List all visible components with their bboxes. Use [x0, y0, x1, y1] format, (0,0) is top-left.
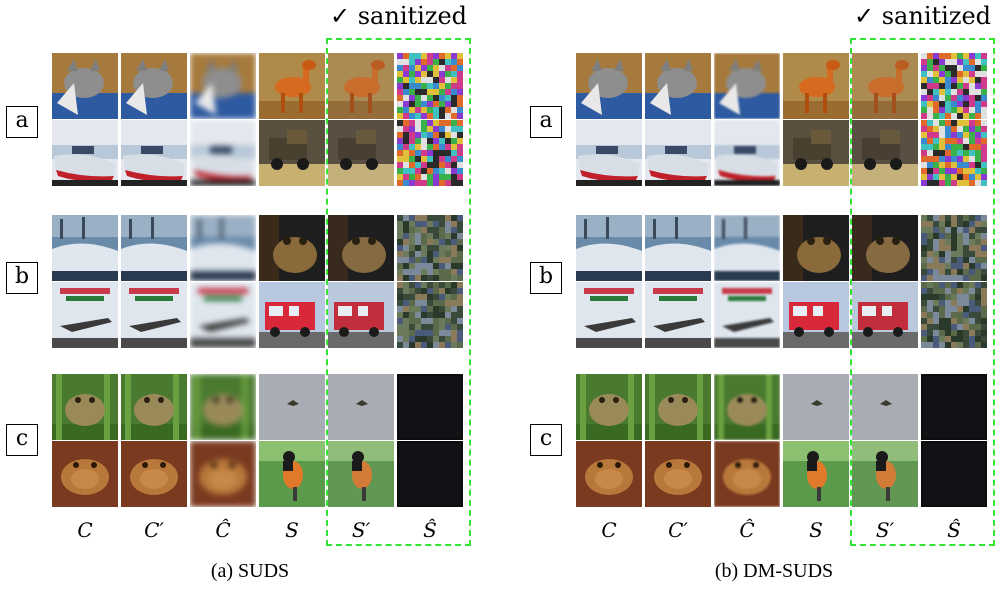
- sanitized-label: ✓ sanitized: [330, 2, 468, 30]
- column-label: S′: [351, 518, 371, 542]
- cat-image: [714, 53, 780, 119]
- cat-image: [190, 53, 256, 119]
- column-label: Ĉ: [739, 518, 755, 542]
- deer-image: [783, 53, 849, 119]
- row-label-c: c: [530, 424, 562, 456]
- column-label: S: [809, 518, 823, 542]
- boat-image: [645, 120, 711, 186]
- plane-image: [52, 282, 118, 348]
- cat-image: [52, 53, 118, 119]
- panel-suds: a b c C C′ Ĉ S S′ Ŝ ✓ sanitized (a) SUDS: [6, 2, 471, 582]
- column-label: Ŝ: [423, 518, 437, 542]
- cat-image: [121, 53, 187, 119]
- truck-image: [783, 120, 849, 186]
- column-label: S′: [875, 518, 895, 542]
- bird-image: [852, 441, 918, 507]
- column-label: C′: [668, 518, 688, 542]
- sky_bird-image: [328, 374, 394, 440]
- boat-image: [714, 120, 780, 186]
- bird-image: [328, 441, 394, 507]
- panel-caption: (a) SUDS: [210, 560, 290, 582]
- frog_sec-image: [783, 215, 849, 281]
- boat-image: [121, 120, 187, 186]
- frog_green-image: [645, 374, 711, 440]
- column-label: C′: [144, 518, 164, 542]
- plane-image: [576, 282, 642, 348]
- recovered-secret-image: [921, 374, 987, 440]
- panel-caption: (b) DM-SUDS: [714, 560, 834, 582]
- boat-image: [190, 120, 256, 186]
- frog_brown-image: [121, 441, 187, 507]
- frog_sec-image: [259, 215, 325, 281]
- frog_brown-image: [576, 441, 642, 507]
- sanitized-region-box: [326, 38, 471, 546]
- bird-image: [259, 441, 325, 507]
- cat-image: [645, 53, 711, 119]
- row-label-a: a: [530, 106, 562, 138]
- row-label-b: b: [530, 262, 562, 294]
- sanitized-region-box: [850, 38, 995, 546]
- truck-image: [328, 120, 394, 186]
- frog_brown-image: [190, 441, 256, 507]
- cat-image: [576, 53, 642, 119]
- frog_green-image: [121, 374, 187, 440]
- ship-image: [121, 215, 187, 281]
- plane-image: [121, 282, 187, 348]
- row-label-b: b: [6, 262, 38, 294]
- ship-image: [190, 215, 256, 281]
- row-label-a: a: [6, 106, 38, 138]
- firetruck-image: [783, 282, 849, 348]
- frog_green-image: [190, 374, 256, 440]
- ship-image: [52, 215, 118, 281]
- recovered-secret-image: [397, 215, 463, 281]
- sky_bird-image: [259, 374, 325, 440]
- deer-image: [852, 53, 918, 119]
- column-label: C: [601, 518, 617, 542]
- frog_green-image: [576, 374, 642, 440]
- column-label: C: [77, 518, 93, 542]
- recovered-secret-image: [397, 120, 463, 186]
- ship-image: [645, 215, 711, 281]
- recovered-secret-image: [397, 374, 463, 440]
- ship-image: [576, 215, 642, 281]
- sky_bird-image: [783, 374, 849, 440]
- frog_sec-image: [852, 215, 918, 281]
- deer-image: [328, 53, 394, 119]
- plane-image: [645, 282, 711, 348]
- row-label-c: c: [6, 424, 38, 456]
- ship-image: [714, 215, 780, 281]
- recovered-secret-image: [397, 282, 463, 348]
- boat-image: [576, 120, 642, 186]
- truck-image: [259, 120, 325, 186]
- recovered-secret-image: [397, 53, 463, 119]
- panel-dm-suds: a b c C C′ Ĉ S S′ Ŝ ✓ sanitized (b) DM-SUDS: [524, 0, 1000, 590]
- recovered-secret-image: [397, 441, 463, 507]
- plane-image: [190, 282, 256, 348]
- column-label: Ŝ: [947, 518, 961, 542]
- frog_sec-image: [328, 215, 394, 281]
- firetruck-image: [259, 282, 325, 348]
- frog_brown-image: [645, 441, 711, 507]
- firetruck-image: [852, 282, 918, 348]
- firetruck-image: [328, 282, 394, 348]
- frog_green-image: [714, 374, 780, 440]
- recovered-secret-image: [921, 120, 987, 186]
- truck-image: [852, 120, 918, 186]
- bird-image: [783, 441, 849, 507]
- sanitized-label: ✓ sanitized: [854, 2, 992, 30]
- boat-image: [52, 120, 118, 186]
- recovered-secret-image: [921, 215, 987, 281]
- recovered-secret-image: [921, 441, 987, 507]
- sky_bird-image: [852, 374, 918, 440]
- plane-image: [714, 282, 780, 348]
- deer-image: [259, 53, 325, 119]
- frog_brown-image: [52, 441, 118, 507]
- recovered-secret-image: [921, 282, 987, 348]
- column-label: S: [285, 518, 299, 542]
- column-label: Ĉ: [215, 518, 231, 542]
- recovered-secret-image: [921, 53, 987, 119]
- frog_brown-image: [714, 441, 780, 507]
- frog_green-image: [52, 374, 118, 440]
